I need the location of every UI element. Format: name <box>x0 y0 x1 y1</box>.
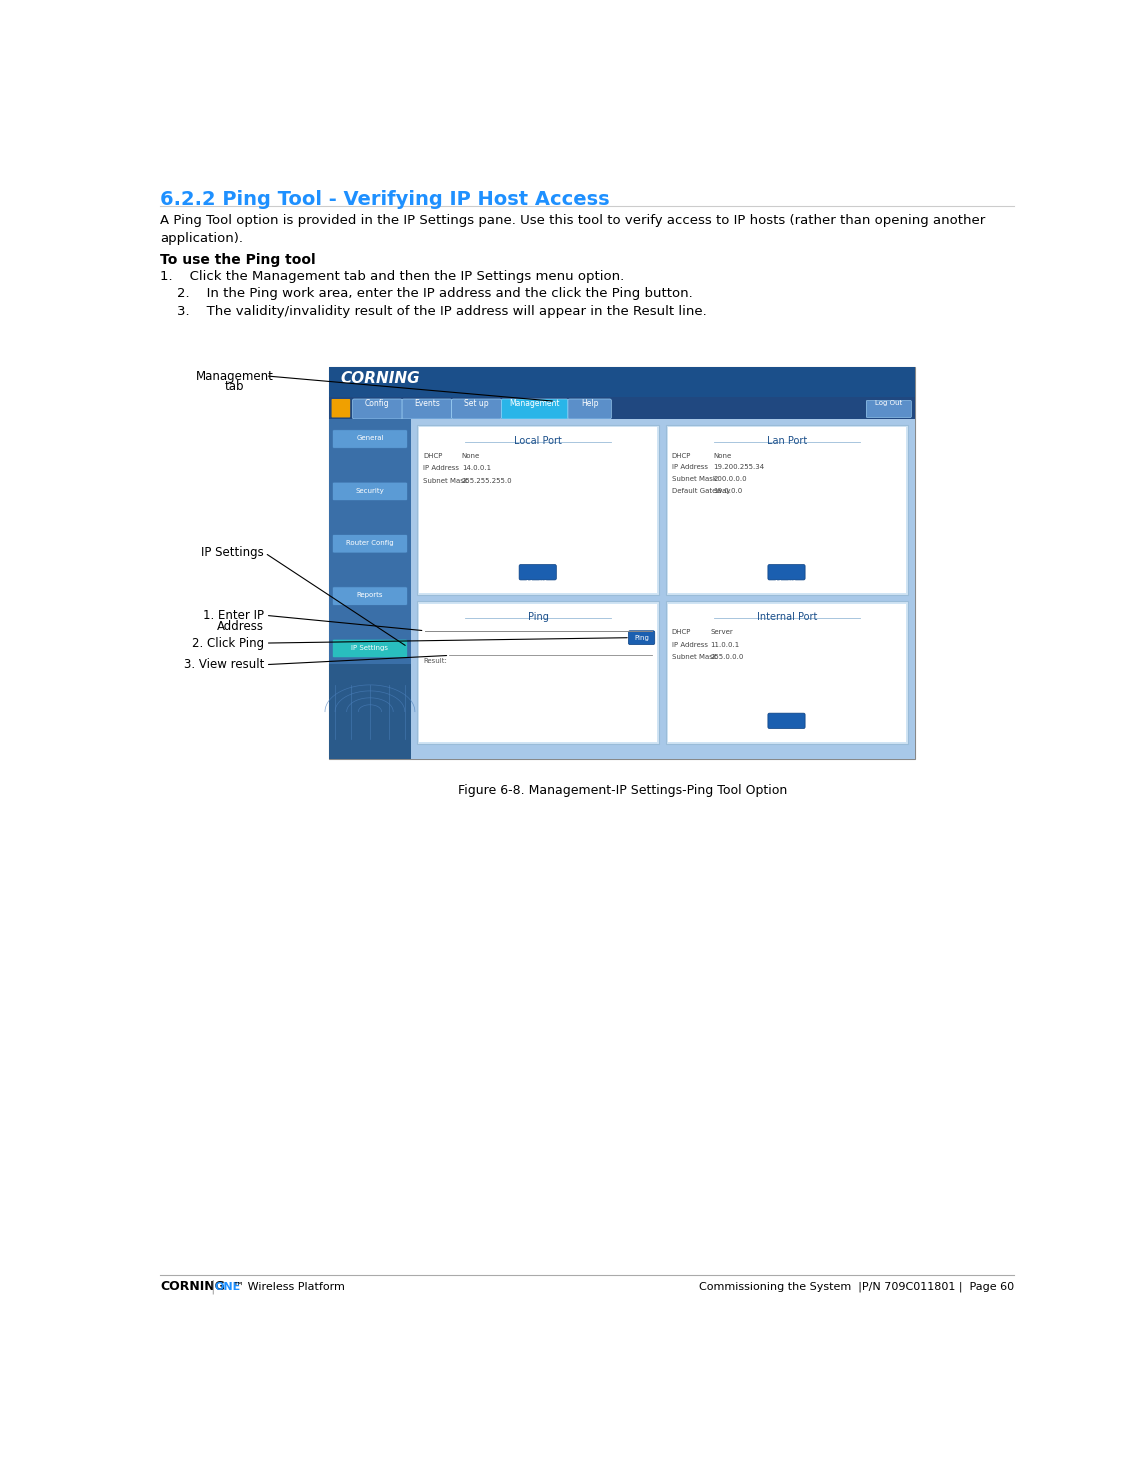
Text: None: None <box>714 452 732 458</box>
Text: |: | <box>210 1280 214 1294</box>
FancyBboxPatch shape <box>866 401 911 417</box>
Text: 2.    In the Ping work area, enter the IP address and the click the Ping button.: 2. In the Ping work area, enter the IP a… <box>160 287 693 300</box>
Text: 14.0.0.1: 14.0.0.1 <box>462 466 490 471</box>
Text: IP Address: IP Address <box>672 641 708 647</box>
Text: A Ping Tool option is provided in the IP Settings pane. Use this tool to verify : A Ping Tool option is provided in the IP… <box>160 214 986 244</box>
FancyBboxPatch shape <box>666 425 908 596</box>
FancyBboxPatch shape <box>668 427 905 593</box>
Text: Lan Port: Lan Port <box>767 436 807 447</box>
Text: Ping: Ping <box>527 612 549 622</box>
Text: Subnet Mask: Subnet Mask <box>672 654 716 660</box>
FancyBboxPatch shape <box>501 400 568 419</box>
Text: Config: Config <box>364 400 390 408</box>
FancyBboxPatch shape <box>768 565 806 580</box>
Bar <box>329 419 410 760</box>
Text: Help: Help <box>581 400 598 408</box>
Text: Server: Server <box>711 630 733 635</box>
FancyBboxPatch shape <box>417 602 659 744</box>
Bar <box>329 665 410 760</box>
Text: ™ Wireless Platform: ™ Wireless Platform <box>233 1282 345 1291</box>
FancyBboxPatch shape <box>519 565 556 580</box>
Text: Commissioning the System  |P/N 709C011801 |  Page 60: Commissioning the System |P/N 709C011801… <box>699 1281 1014 1293</box>
FancyBboxPatch shape <box>628 631 654 644</box>
Bar <box>329 366 916 397</box>
FancyBboxPatch shape <box>332 482 408 501</box>
Text: Log Out: Log Out <box>876 400 902 406</box>
Text: To use the Ping tool: To use the Ping tool <box>160 253 316 266</box>
Text: Figure 6-8. Management-IP Settings-Ping Tool Option: Figure 6-8. Management-IP Settings-Ping … <box>457 785 787 796</box>
Text: Modify: Modify <box>525 580 550 589</box>
FancyBboxPatch shape <box>668 603 905 742</box>
Text: Local Port: Local Port <box>515 436 562 447</box>
FancyBboxPatch shape <box>417 425 659 596</box>
Text: 19.200.255.34: 19.200.255.34 <box>714 464 764 470</box>
Text: IP Settings: IP Settings <box>201 546 264 559</box>
Text: None: None <box>462 452 480 458</box>
Text: ONE: ONE <box>214 1282 241 1291</box>
Text: Ping: Ping <box>634 635 649 641</box>
Text: IP Settings: IP Settings <box>352 644 388 650</box>
Text: 3.    The validity/invalidity result of the IP address will appear in the Result: 3. The validity/invalidity result of the… <box>160 305 707 318</box>
FancyBboxPatch shape <box>353 400 402 419</box>
Text: DHCP: DHCP <box>672 630 691 635</box>
Text: Modify: Modify <box>774 580 799 589</box>
FancyBboxPatch shape <box>419 603 657 742</box>
Text: Modify: Modify <box>774 729 799 738</box>
Text: General: General <box>356 435 384 441</box>
Text: CORNING: CORNING <box>340 372 419 386</box>
FancyBboxPatch shape <box>332 587 408 605</box>
Text: Subnet Mask: Subnet Mask <box>672 476 716 482</box>
FancyBboxPatch shape <box>402 400 452 419</box>
Text: Subnet Mask: Subnet Mask <box>423 477 468 483</box>
Text: 255.0.0.0: 255.0.0.0 <box>711 654 744 660</box>
FancyBboxPatch shape <box>419 427 657 593</box>
Text: Router Config: Router Config <box>346 540 394 546</box>
Text: 3. View result: 3. View result <box>183 659 264 671</box>
Text: Default Gateway: Default Gateway <box>672 488 730 493</box>
Bar <box>410 419 916 760</box>
Text: 200.0.0.0: 200.0.0.0 <box>714 476 747 482</box>
Text: IP Address: IP Address <box>672 464 708 470</box>
FancyBboxPatch shape <box>332 534 408 553</box>
Text: 1.    Click the Management tab and then the IP Settings menu option.: 1. Click the Management tab and then the… <box>160 269 625 283</box>
Text: 2. Click Ping: 2. Click Ping <box>193 637 264 650</box>
Text: 19.0.0.0: 19.0.0.0 <box>714 488 743 493</box>
FancyBboxPatch shape <box>331 400 351 417</box>
Text: Reports: Reports <box>356 593 383 599</box>
Text: Result:: Result: <box>423 659 447 665</box>
Text: Address: Address <box>217 619 264 632</box>
FancyBboxPatch shape <box>332 640 408 657</box>
Text: Internal Port: Internal Port <box>756 612 817 622</box>
Text: IP Address: IP Address <box>423 466 460 471</box>
FancyBboxPatch shape <box>332 430 408 448</box>
Text: 6.2.2 Ping Tool - Verifying IP Host Access: 6.2.2 Ping Tool - Verifying IP Host Acce… <box>160 189 610 208</box>
Text: DHCP: DHCP <box>672 452 691 458</box>
Text: Management: Management <box>509 400 560 408</box>
Bar <box>329 397 916 419</box>
Text: 11.0.0.1: 11.0.0.1 <box>711 641 740 647</box>
FancyBboxPatch shape <box>452 400 501 419</box>
Bar <box>329 366 916 760</box>
Text: DHCP: DHCP <box>423 452 442 458</box>
Text: tab: tab <box>225 381 244 394</box>
FancyBboxPatch shape <box>666 602 908 744</box>
Text: Security: Security <box>355 488 384 493</box>
Text: Management: Management <box>196 370 274 382</box>
Text: Events: Events <box>414 400 440 408</box>
Text: Set up: Set up <box>464 400 489 408</box>
FancyBboxPatch shape <box>768 713 806 729</box>
FancyBboxPatch shape <box>568 400 611 419</box>
Text: 1. Enter IP: 1. Enter IP <box>203 609 264 622</box>
Text: CORNING: CORNING <box>160 1281 225 1293</box>
Text: 255.255.255.0: 255.255.255.0 <box>462 477 512 483</box>
